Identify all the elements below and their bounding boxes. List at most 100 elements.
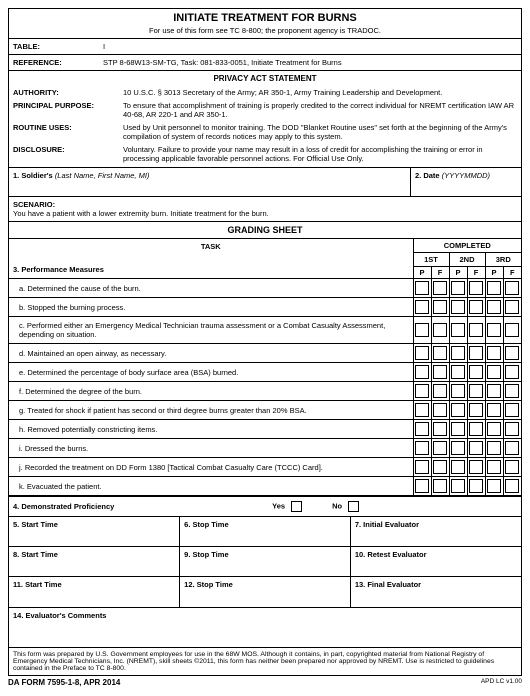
pf-checkbox[interactable] bbox=[415, 365, 429, 379]
pf-checkbox[interactable] bbox=[415, 403, 429, 417]
pf-checkbox-cell[interactable] bbox=[485, 298, 503, 317]
time-cell[interactable]: 7. Initial Evaluator bbox=[350, 517, 521, 547]
pf-checkbox[interactable] bbox=[415, 460, 429, 474]
pf-checkbox[interactable] bbox=[487, 441, 501, 455]
pf-checkbox-cell[interactable] bbox=[503, 439, 521, 458]
pf-checkbox[interactable] bbox=[469, 479, 483, 493]
pf-checkbox-cell[interactable] bbox=[413, 279, 431, 298]
pf-checkbox-cell[interactable] bbox=[485, 382, 503, 401]
pf-checkbox-cell[interactable] bbox=[449, 401, 467, 420]
pf-checkbox-cell[interactable] bbox=[431, 363, 449, 382]
pf-checkbox[interactable] bbox=[505, 460, 519, 474]
pf-checkbox-cell[interactable] bbox=[431, 401, 449, 420]
pf-checkbox-cell[interactable] bbox=[485, 279, 503, 298]
pf-checkbox-cell[interactable] bbox=[413, 382, 431, 401]
pf-checkbox-cell[interactable] bbox=[503, 477, 521, 496]
pf-checkbox[interactable] bbox=[487, 460, 501, 474]
pf-checkbox-cell[interactable] bbox=[467, 382, 485, 401]
pf-checkbox[interactable] bbox=[487, 403, 501, 417]
pf-checkbox-cell[interactable] bbox=[431, 279, 449, 298]
pf-checkbox-cell[interactable] bbox=[413, 317, 431, 344]
pf-checkbox[interactable] bbox=[505, 281, 519, 295]
pf-checkbox-cell[interactable] bbox=[413, 363, 431, 382]
pf-checkbox[interactable] bbox=[451, 441, 465, 455]
pf-checkbox[interactable] bbox=[469, 422, 483, 436]
time-cell[interactable]: 12. Stop Time bbox=[180, 577, 351, 607]
pf-checkbox-cell[interactable] bbox=[503, 317, 521, 344]
pf-checkbox[interactable] bbox=[505, 323, 519, 337]
pf-checkbox-cell[interactable] bbox=[503, 420, 521, 439]
pf-checkbox-cell[interactable] bbox=[467, 439, 485, 458]
pf-checkbox[interactable] bbox=[433, 365, 447, 379]
pf-checkbox[interactable] bbox=[469, 346, 483, 360]
pf-checkbox-cell[interactable] bbox=[503, 344, 521, 363]
pf-checkbox-cell[interactable] bbox=[467, 317, 485, 344]
pf-checkbox-cell[interactable] bbox=[431, 382, 449, 401]
pf-checkbox-cell[interactable] bbox=[467, 279, 485, 298]
pf-checkbox[interactable] bbox=[433, 422, 447, 436]
time-cell[interactable]: 10. Retest Evaluator bbox=[350, 547, 521, 577]
pf-checkbox[interactable] bbox=[433, 384, 447, 398]
pf-checkbox-cell[interactable] bbox=[485, 344, 503, 363]
pf-checkbox[interactable] bbox=[505, 422, 519, 436]
pf-checkbox-cell[interactable] bbox=[485, 363, 503, 382]
pf-checkbox[interactable] bbox=[469, 365, 483, 379]
pf-checkbox[interactable] bbox=[451, 323, 465, 337]
pf-checkbox[interactable] bbox=[469, 300, 483, 314]
pf-checkbox-cell[interactable] bbox=[467, 420, 485, 439]
pf-checkbox[interactable] bbox=[415, 323, 429, 337]
pf-checkbox[interactable] bbox=[451, 460, 465, 474]
pf-checkbox-cell[interactable] bbox=[467, 344, 485, 363]
pf-checkbox-cell[interactable] bbox=[431, 458, 449, 477]
pf-checkbox[interactable] bbox=[415, 300, 429, 314]
pf-checkbox[interactable] bbox=[451, 300, 465, 314]
pf-checkbox-cell[interactable] bbox=[431, 477, 449, 496]
pf-checkbox-cell[interactable] bbox=[431, 420, 449, 439]
pf-checkbox-cell[interactable] bbox=[413, 477, 431, 496]
pf-checkbox[interactable] bbox=[487, 323, 501, 337]
pf-checkbox[interactable] bbox=[433, 403, 447, 417]
pf-checkbox-cell[interactable] bbox=[449, 477, 467, 496]
pf-checkbox[interactable] bbox=[415, 281, 429, 295]
pf-checkbox-cell[interactable] bbox=[413, 298, 431, 317]
pf-checkbox[interactable] bbox=[433, 300, 447, 314]
pf-checkbox[interactable] bbox=[415, 384, 429, 398]
pf-checkbox[interactable] bbox=[415, 479, 429, 493]
pf-checkbox-cell[interactable] bbox=[467, 401, 485, 420]
pf-checkbox[interactable] bbox=[451, 384, 465, 398]
pf-checkbox[interactable] bbox=[487, 422, 501, 436]
pf-checkbox-cell[interactable] bbox=[485, 401, 503, 420]
pf-checkbox-cell[interactable] bbox=[431, 344, 449, 363]
pf-checkbox[interactable] bbox=[469, 281, 483, 295]
pf-checkbox[interactable] bbox=[469, 323, 483, 337]
pf-checkbox[interactable] bbox=[487, 384, 501, 398]
pf-checkbox[interactable] bbox=[433, 441, 447, 455]
pf-checkbox-cell[interactable] bbox=[467, 458, 485, 477]
pf-checkbox-cell[interactable] bbox=[467, 363, 485, 382]
pf-checkbox-cell[interactable] bbox=[449, 458, 467, 477]
pf-checkbox[interactable] bbox=[505, 441, 519, 455]
pf-checkbox-cell[interactable] bbox=[485, 420, 503, 439]
pf-checkbox-cell[interactable] bbox=[449, 420, 467, 439]
pf-checkbox[interactable] bbox=[487, 300, 501, 314]
pf-checkbox[interactable] bbox=[433, 460, 447, 474]
pf-checkbox[interactable] bbox=[415, 441, 429, 455]
pf-checkbox[interactable] bbox=[451, 346, 465, 360]
pf-checkbox[interactable] bbox=[487, 365, 501, 379]
pf-checkbox[interactable] bbox=[487, 281, 501, 295]
pf-checkbox-cell[interactable] bbox=[503, 298, 521, 317]
pf-checkbox[interactable] bbox=[469, 403, 483, 417]
pf-checkbox[interactable] bbox=[505, 300, 519, 314]
pf-checkbox-cell[interactable] bbox=[485, 458, 503, 477]
pf-checkbox[interactable] bbox=[505, 403, 519, 417]
pf-checkbox-cell[interactable] bbox=[503, 401, 521, 420]
soldier-name-field[interactable]: 1. Soldier's (Last Name, First Name, MI) bbox=[9, 168, 411, 196]
pf-checkbox-cell[interactable] bbox=[413, 420, 431, 439]
checkbox-yes[interactable] bbox=[291, 501, 302, 512]
pf-checkbox-cell[interactable] bbox=[485, 439, 503, 458]
proficiency-yes[interactable]: Yes bbox=[272, 501, 302, 512]
pf-checkbox-cell[interactable] bbox=[449, 279, 467, 298]
pf-checkbox-cell[interactable] bbox=[449, 439, 467, 458]
pf-checkbox-cell[interactable] bbox=[413, 458, 431, 477]
pf-checkbox[interactable] bbox=[487, 346, 501, 360]
